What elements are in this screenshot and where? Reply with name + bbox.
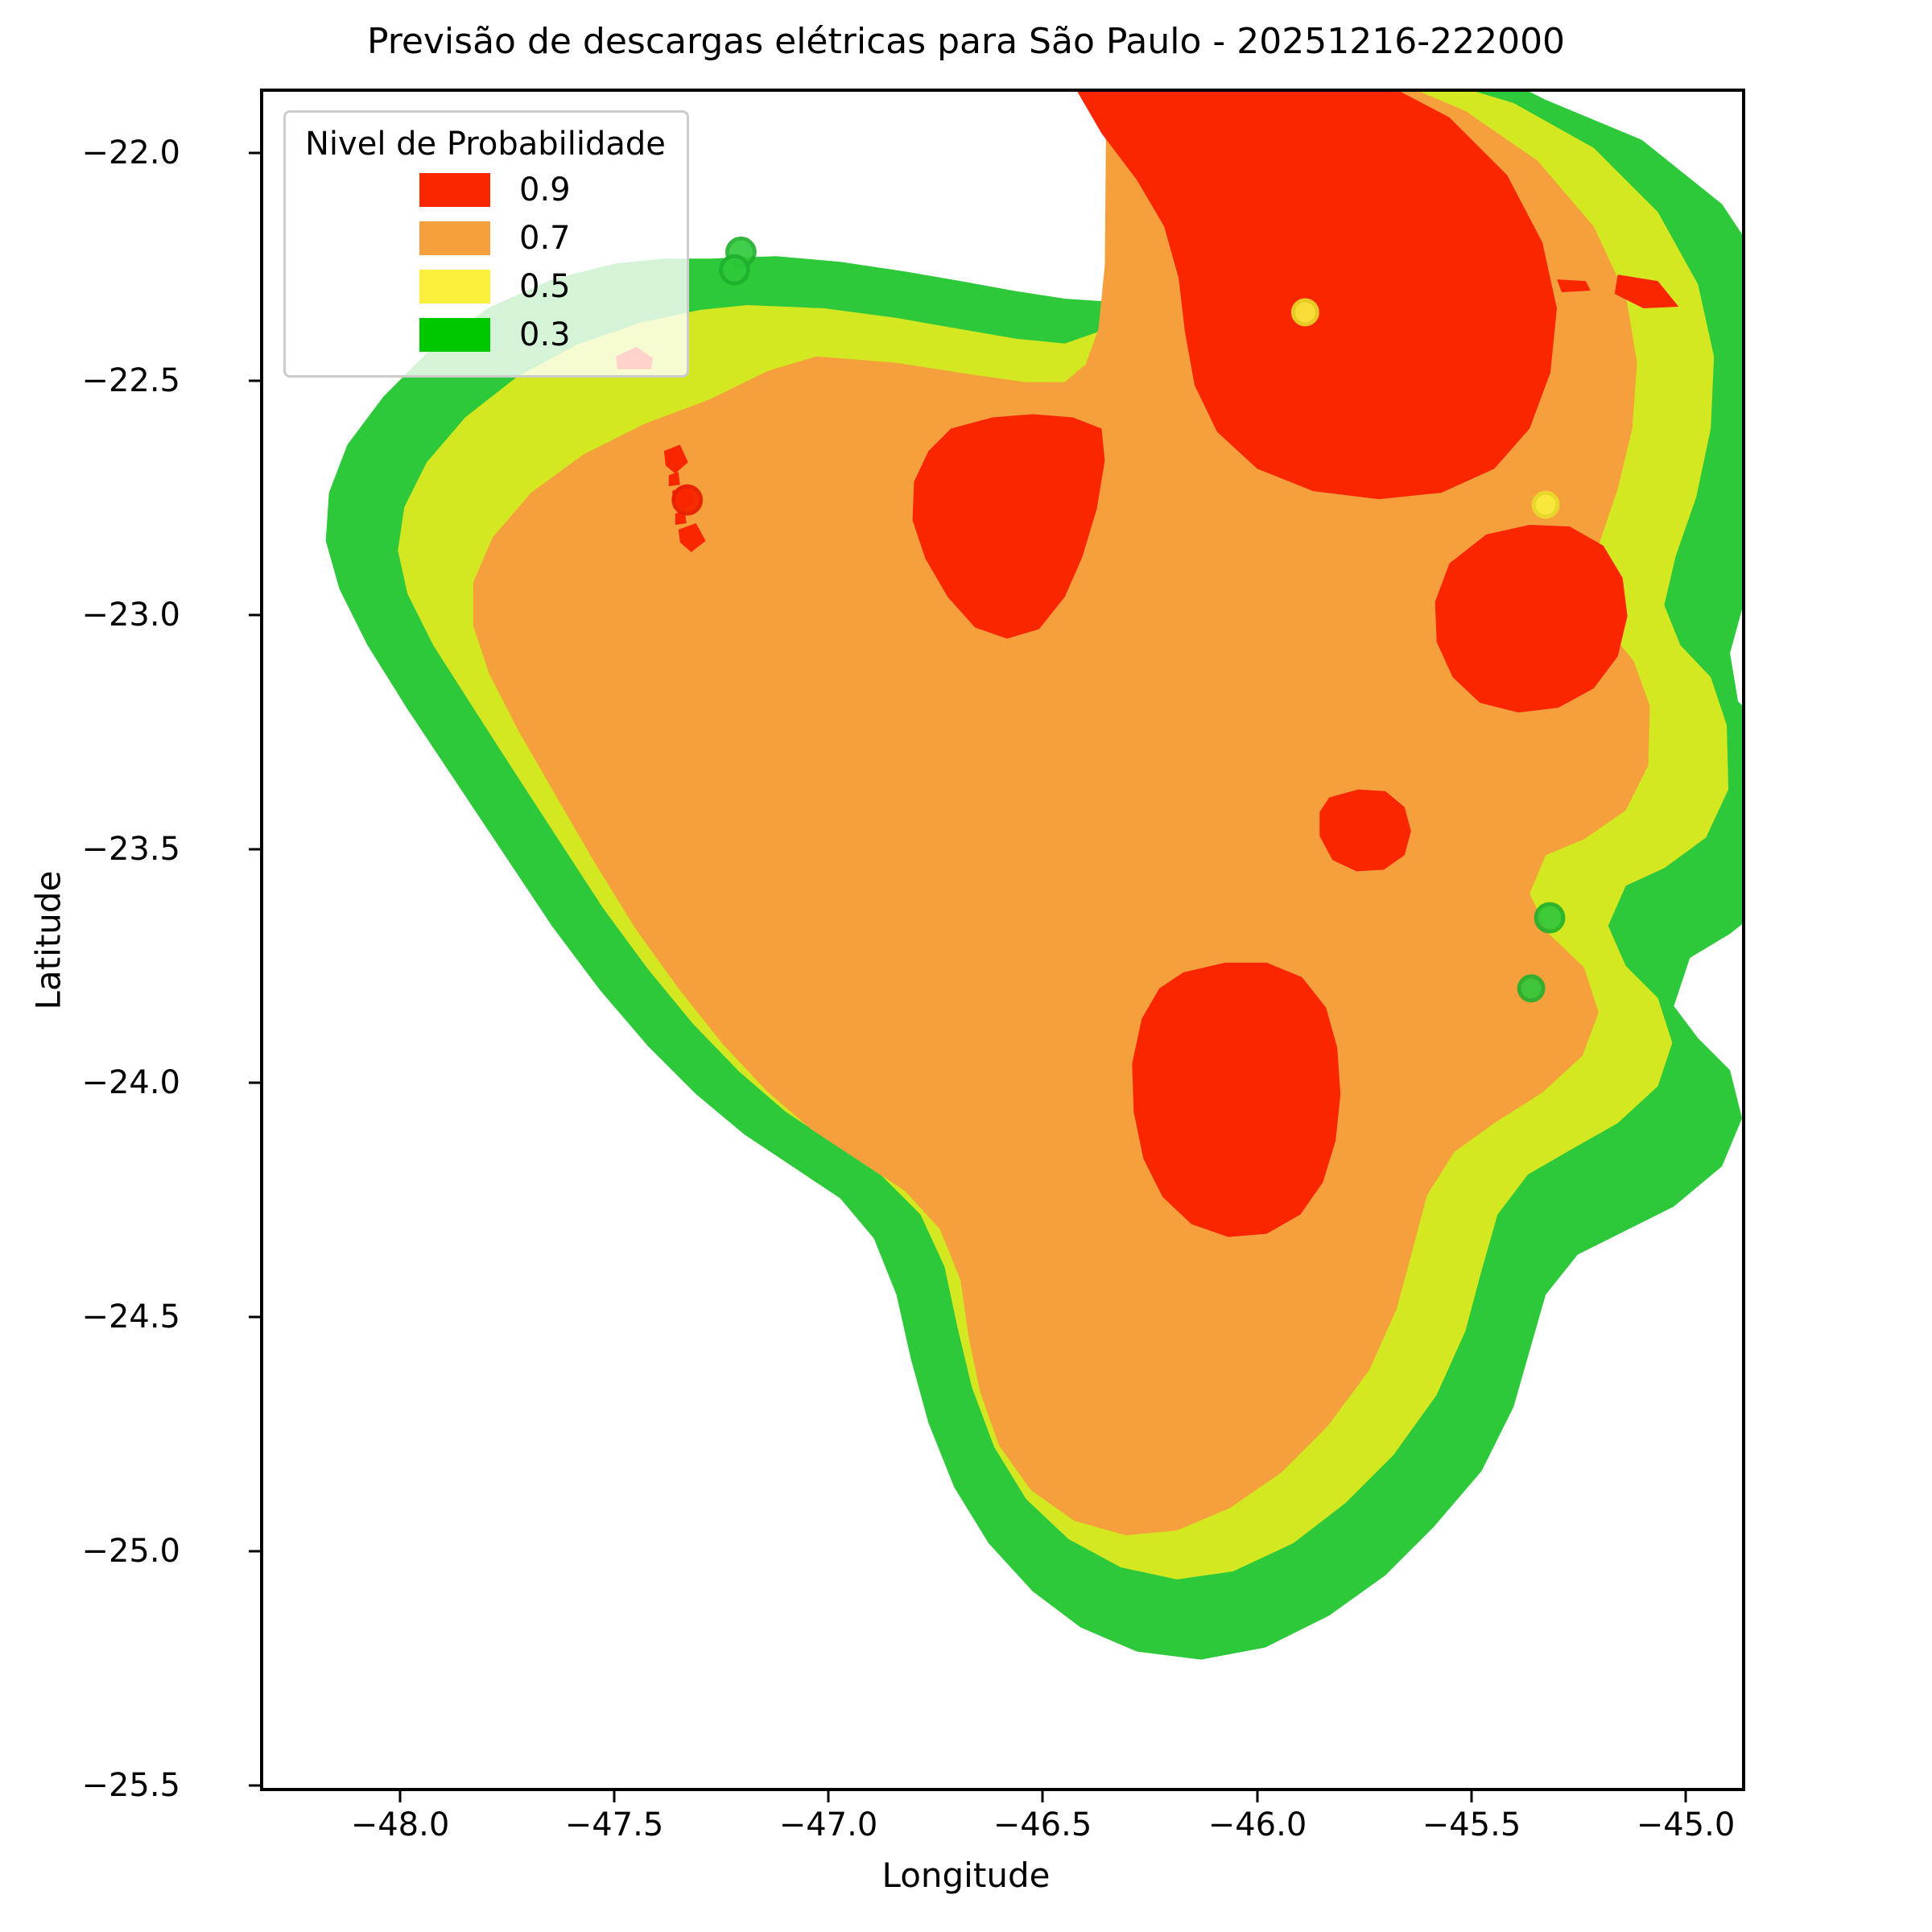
contour-map	[325, 92, 1742, 1660]
point-marker-red	[671, 484, 704, 516]
legend-box: Nivel de Probabilidade 0.9 0.7 0.5 0.3	[283, 110, 689, 378]
y-tick-label: −25.0	[81, 1533, 180, 1570]
legend-swatch-green	[419, 318, 490, 352]
x-tick-label: −46.5	[993, 1806, 1092, 1843]
y-tickmark	[249, 848, 260, 851]
x-tickmark	[1470, 1791, 1473, 1802]
y-tick-label: −25.5	[81, 1767, 180, 1804]
x-tickmark	[1041, 1791, 1044, 1802]
x-tick-label: −47.0	[778, 1806, 878, 1843]
y-tickmark	[249, 379, 260, 382]
legend-swatch-yellow	[419, 270, 490, 303]
point-marker-green	[1517, 974, 1546, 1003]
y-axis-label: Latitude	[28, 870, 68, 1010]
x-tickmark	[1256, 1791, 1259, 1802]
legend-item-0.9[interactable]: 0.9	[303, 166, 666, 214]
y-tick-label: −22.5	[81, 362, 180, 399]
x-tickmark	[398, 1791, 402, 1802]
y-tickmark	[249, 1550, 260, 1553]
lightning-point-markers	[671, 236, 1566, 1003]
y-tick-label: −23.0	[81, 597, 180, 634]
y-tickmark	[249, 1081, 260, 1084]
x-tick-label: −45.0	[1636, 1806, 1736, 1843]
x-tickmark	[827, 1791, 830, 1802]
x-tick-label: −48.0	[350, 1806, 450, 1843]
legend-swatch-red	[419, 173, 490, 207]
x-tick-label: −46.0	[1208, 1806, 1307, 1843]
y-tick-label: −24.5	[81, 1298, 180, 1335]
y-tick-label: −24.0	[81, 1064, 180, 1101]
y-tick-label: −23.5	[81, 831, 180, 868]
y-tickmark	[249, 1315, 260, 1319]
x-tickmark	[613, 1791, 616, 1802]
legend-label-0.9: 0.9	[519, 171, 571, 208]
contour-band-0.9	[616, 92, 1679, 1237]
y-tickmark	[249, 1784, 260, 1787]
y-tick-label: −22.0	[81, 134, 180, 171]
page-title: Previsão de descargas elétricas para São…	[366, 21, 1566, 62]
plot-area	[260, 89, 1745, 1791]
legend-swatch-orange	[419, 221, 490, 255]
x-tickmark	[1684, 1791, 1687, 1802]
x-tick-label: −47.5	[564, 1806, 664, 1843]
point-marker-yellow	[1290, 298, 1319, 327]
x-axis-label: Longitude	[881, 1856, 1051, 1895]
point-marker-green	[719, 254, 750, 286]
x-tick-label: −45.5	[1422, 1806, 1521, 1843]
legend-label-0.7: 0.7	[519, 220, 571, 257]
legend-label-0.5: 0.5	[519, 268, 571, 305]
legend-label-0.3: 0.3	[519, 316, 571, 353]
y-tickmark	[249, 151, 260, 155]
point-marker-green	[1534, 902, 1566, 934]
y-tickmark	[249, 613, 260, 617]
legend-title: Nivel de Probabilidade	[305, 126, 666, 163]
point-marker-yellow	[1531, 490, 1560, 519]
legend-item-0.3[interactable]: 0.3	[303, 311, 666, 359]
legend-item-0.7[interactable]: 0.7	[303, 214, 666, 262]
legend-item-0.5[interactable]: 0.5	[303, 262, 666, 311]
